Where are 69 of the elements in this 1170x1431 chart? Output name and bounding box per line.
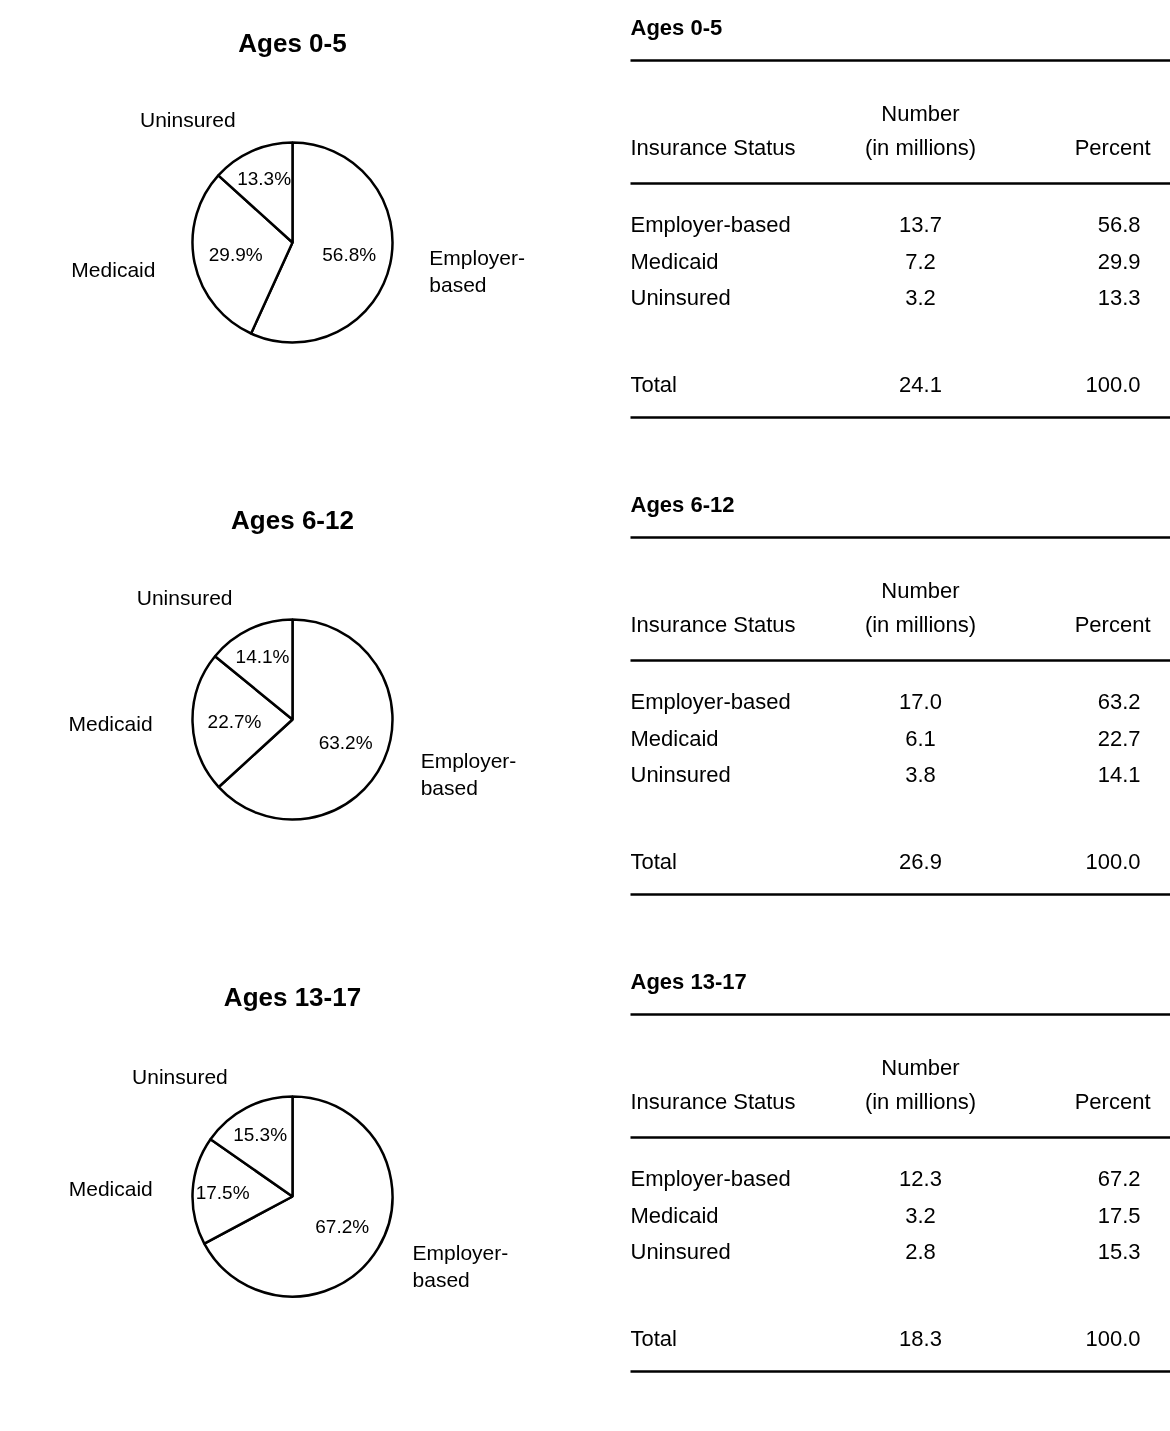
slice-label: Medicaid [71, 258, 156, 282]
text: Total [630, 849, 677, 874]
data-label: 14.1% [235, 645, 290, 667]
text: Ages 6-12 [630, 492, 735, 517]
text: Medicaid [630, 248, 719, 274]
text: Uninsured [630, 285, 731, 310]
text: 63.2 [1097, 689, 1141, 714]
text: 14.1 [1097, 762, 1141, 787]
text: 22.7 [1097, 725, 1141, 751]
text: 13.3 [1097, 285, 1141, 310]
text: 67.2 [1097, 1166, 1141, 1191]
text: 56.8 [1097, 212, 1141, 237]
text: 18.3 [899, 1326, 942, 1351]
text: Ages 0-5 [630, 15, 723, 40]
text: Insurance Status [630, 612, 796, 637]
chart-title: Ages 0-5 [238, 27, 347, 58]
text: Number (in millions) [864, 1055, 977, 1114]
text: 24.1 [899, 372, 942, 397]
text: Number (in millions) [864, 578, 977, 637]
text: Total [630, 372, 677, 397]
data-label: 13.3% [237, 168, 292, 190]
data-label: 15.3% [233, 1123, 288, 1145]
slice-label: Uninsured [139, 107, 236, 131]
text: Insurance Status [630, 1089, 796, 1114]
text: Medicaid [630, 1202, 719, 1228]
text: Ages 13-17 [630, 969, 747, 994]
text: 2.8 [905, 1239, 936, 1264]
text: 13.7 [899, 212, 942, 237]
slice-label: Uninsured [136, 586, 233, 610]
data-label: 22.7% [207, 710, 262, 732]
text: Percent [1074, 1089, 1151, 1114]
text: 17.0 [899, 689, 942, 714]
slice-label: Medicaid [68, 1176, 153, 1200]
text: Percent [1074, 135, 1151, 160]
text: Number (in millions) [864, 101, 977, 160]
text: 3.2 [905, 285, 936, 310]
slice-label: Employer- based [429, 245, 526, 297]
text: Medicaid [630, 725, 719, 751]
text: Total [630, 1326, 677, 1351]
text: Employer-based [630, 1166, 791, 1191]
slice-label: Medicaid [68, 711, 153, 735]
text: 29.9 [1097, 248, 1141, 274]
data-label: 67.2% [315, 1215, 370, 1237]
data-label: 29.9% [208, 243, 263, 265]
text: Employer-based [630, 212, 791, 237]
text: 100.0 [1085, 1326, 1141, 1351]
slice-label: Uninsured [132, 1065, 228, 1089]
text: 12.3 [899, 1166, 942, 1191]
text: 7.2 [905, 248, 936, 274]
text: Percent [1074, 612, 1151, 637]
text: 3.8 [905, 762, 936, 787]
text: 17.5 [1097, 1202, 1141, 1228]
text: Employer-based [630, 689, 791, 714]
text: 6.1 [905, 725, 936, 751]
chart-title: Ages 13-17 [223, 981, 362, 1012]
data-label: 63.2% [318, 732, 373, 754]
text: 100.0 [1085, 849, 1141, 874]
text: 3.2 [905, 1202, 936, 1228]
text: Uninsured [630, 1239, 731, 1264]
text: Uninsured [630, 762, 731, 787]
text: 26.9 [899, 849, 942, 874]
data-label: 56.8% [322, 244, 377, 266]
chart-title: Ages 6-12 [231, 504, 354, 535]
slice-label: Employer- based [412, 1240, 509, 1292]
text: 100.0 [1085, 372, 1141, 397]
slice-label: Employer- based [420, 748, 517, 800]
text: Insurance Status [630, 135, 796, 160]
data-label: 17.5% [195, 1181, 250, 1203]
text: 15.3 [1097, 1239, 1141, 1264]
